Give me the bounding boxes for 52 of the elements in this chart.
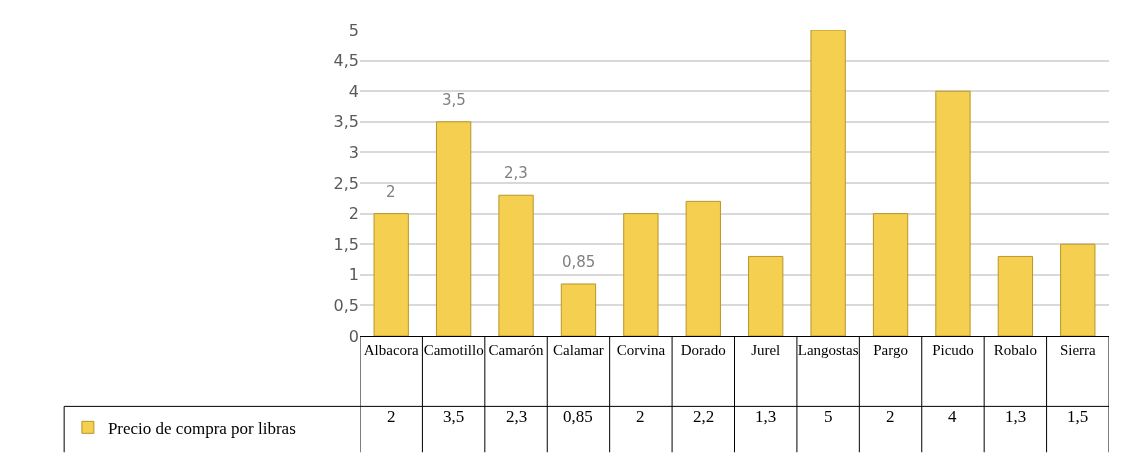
y-tick-label: 4 [348, 81, 359, 101]
y-tick-label: 3,5 [333, 112, 359, 132]
data-label: 4 [948, 407, 957, 426]
bar [810, 30, 846, 336]
data-label: 1,5 [1067, 407, 1089, 426]
bar [748, 255, 784, 336]
y-tick-label: 0,5 [333, 296, 359, 315]
annotation: 3,5 [442, 91, 466, 109]
annotation: 2 [386, 183, 396, 201]
data-label: 5 [824, 407, 833, 426]
x-tick-label: Picudo [932, 342, 974, 358]
data-label: 1,3 [755, 407, 777, 426]
y-tick-label: 2 [348, 204, 359, 224]
y-tick-label: 2,5 [333, 173, 359, 193]
x-tick-label: Camotillo [423, 342, 484, 358]
bar [1060, 243, 1096, 336]
x-tick-label: Robalo [993, 342, 1038, 358]
y-tick-label: 4,5 [333, 51, 359, 71]
legend-label: Precio de compra por libras [107, 418, 296, 438]
x-tick-label: Albacora [363, 342, 420, 358]
y-tick-label: 1 [348, 265, 359, 285]
y-tick-label: 0 [348, 326, 359, 346]
bar [373, 213, 409, 336]
bar [935, 90, 971, 336]
y-tick-label: 3 [348, 143, 359, 162]
x-tick-label: Dorado [680, 342, 726, 358]
bar [872, 213, 909, 336]
annotation: 2,3 [504, 164, 528, 182]
data-label: 2,2 [693, 407, 715, 426]
data-label: 0,85 [563, 407, 593, 426]
data-label: 2 [636, 407, 645, 426]
bar [997, 255, 1034, 336]
x-tick-label: Jurel [751, 342, 781, 358]
bar [435, 121, 472, 336]
bar [560, 283, 597, 336]
bar [498, 194, 534, 336]
data-label: 2,3 [506, 407, 528, 426]
bar [623, 213, 659, 336]
annotation: 0,85 [562, 253, 596, 271]
x-tick-label: Corvina [616, 342, 666, 358]
x-tick-label: Langostas [797, 342, 859, 358]
data-label: 3,5 [443, 407, 465, 426]
x-tick-label: Calamar [553, 342, 604, 358]
data-label: 1,3 [1005, 407, 1027, 426]
y-tick-label: 5 [348, 20, 359, 40]
y-tick-label: 1,5 [333, 234, 359, 254]
x-tick-label: Sierra [1059, 342, 1097, 358]
data-label: 2 [886, 407, 895, 426]
data-label: 2 [387, 407, 396, 426]
bar [685, 200, 721, 336]
x-tick-label: Camarón [488, 342, 545, 358]
x-tick-label: Pargo [873, 342, 908, 358]
